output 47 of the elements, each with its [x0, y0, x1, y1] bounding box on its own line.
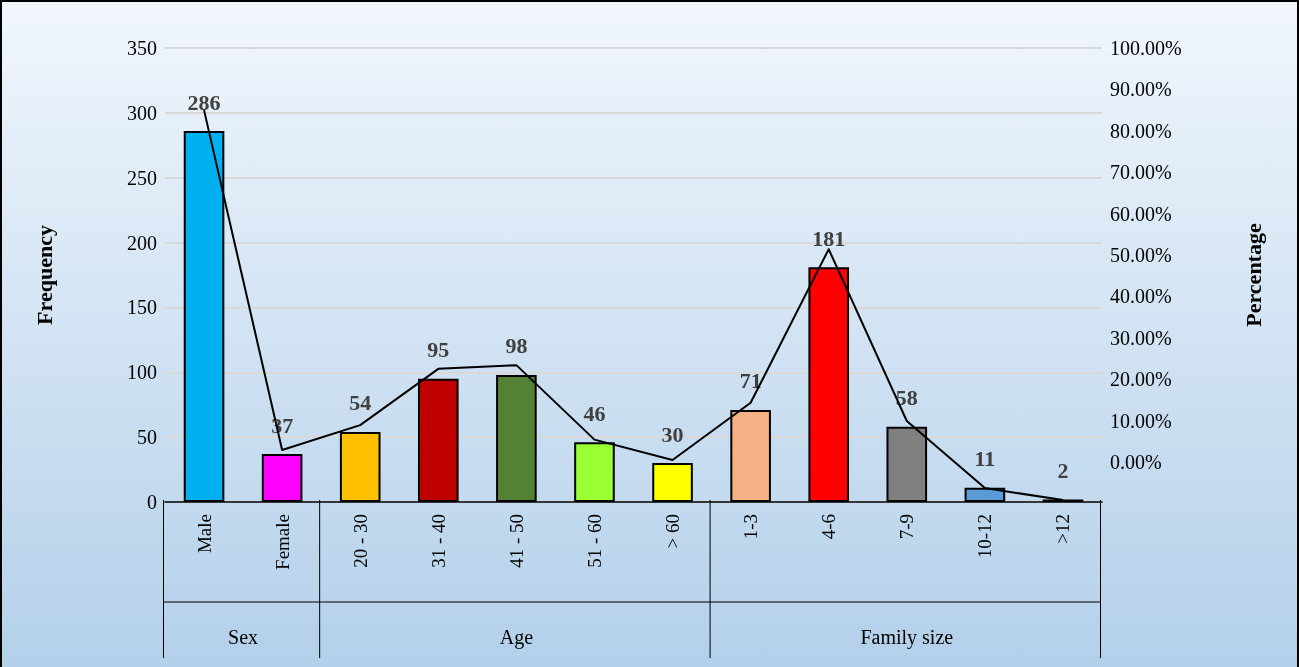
data-label: 181 — [812, 225, 846, 251]
y2-axis-title: Percentage — [1240, 223, 1266, 327]
y2-tick-label: 80.00% — [1110, 119, 1172, 142]
data-label: 95 — [427, 337, 450, 363]
x-tick-label: 7-9 — [896, 514, 918, 540]
x-tick-label: Male — [193, 514, 215, 554]
data-label: 30 — [661, 421, 684, 447]
x-tick-label: 41 - 50 — [505, 514, 527, 568]
x-tick-label: >12 — [1052, 514, 1074, 544]
data-label: 54 — [349, 390, 372, 416]
y-tick-label: 150 — [127, 296, 157, 319]
y-tick-label: 350 — [127, 37, 157, 59]
x-tick-label: > 60 — [662, 514, 684, 549]
x-tick-label: 31 - 40 — [427, 514, 449, 568]
y2-tick-label: 90.00% — [1110, 78, 1172, 101]
y2-tick-label: 10.00% — [1110, 409, 1172, 432]
y2-tick-label: 50.00% — [1110, 244, 1172, 266]
x-tick-label: 4-6 — [818, 514, 840, 540]
data-label: 2 — [1057, 457, 1069, 483]
y-tick-label: 50 — [137, 426, 157, 449]
y2-tick-label: 100.00% — [1110, 37, 1182, 59]
y2-tick-label: 40.00% — [1110, 285, 1172, 308]
data-label: 11 — [974, 446, 996, 472]
y-tick-label: 100 — [127, 361, 157, 384]
data-label: 58 — [895, 385, 918, 411]
y2-tick-label: 60.00% — [1110, 202, 1172, 225]
y-tick-label: 200 — [127, 231, 157, 254]
x-tick-label: 10-12 — [974, 514, 996, 559]
data-label: 286 — [187, 89, 221, 115]
data-label: 46 — [583, 400, 606, 426]
x-tick-label: 51 - 60 — [583, 514, 605, 568]
x-tick-label: Female — [271, 514, 293, 570]
x-tick-label: 1-3 — [740, 514, 762, 540]
y-tick-label: 0 — [147, 491, 157, 513]
data-label: 71 — [739, 368, 762, 394]
data-label: 98 — [505, 333, 528, 359]
y2-tick-label: 20.00% — [1110, 368, 1172, 391]
y-axis-title: Frequency — [31, 225, 57, 325]
y2-tick-label: 30.00% — [1110, 326, 1172, 349]
text: Age — [498, 626, 534, 649]
text: Family size — [859, 626, 955, 649]
y2-tick-label: 70.00% — [1110, 161, 1172, 184]
y-tick-label: 300 — [127, 101, 157, 124]
text: Sex — [227, 626, 260, 649]
y2-tick-label: 0.00% — [1110, 451, 1162, 474]
x-tick-label: 20 - 30 — [349, 514, 371, 568]
y-tick-label: 250 — [127, 166, 157, 189]
